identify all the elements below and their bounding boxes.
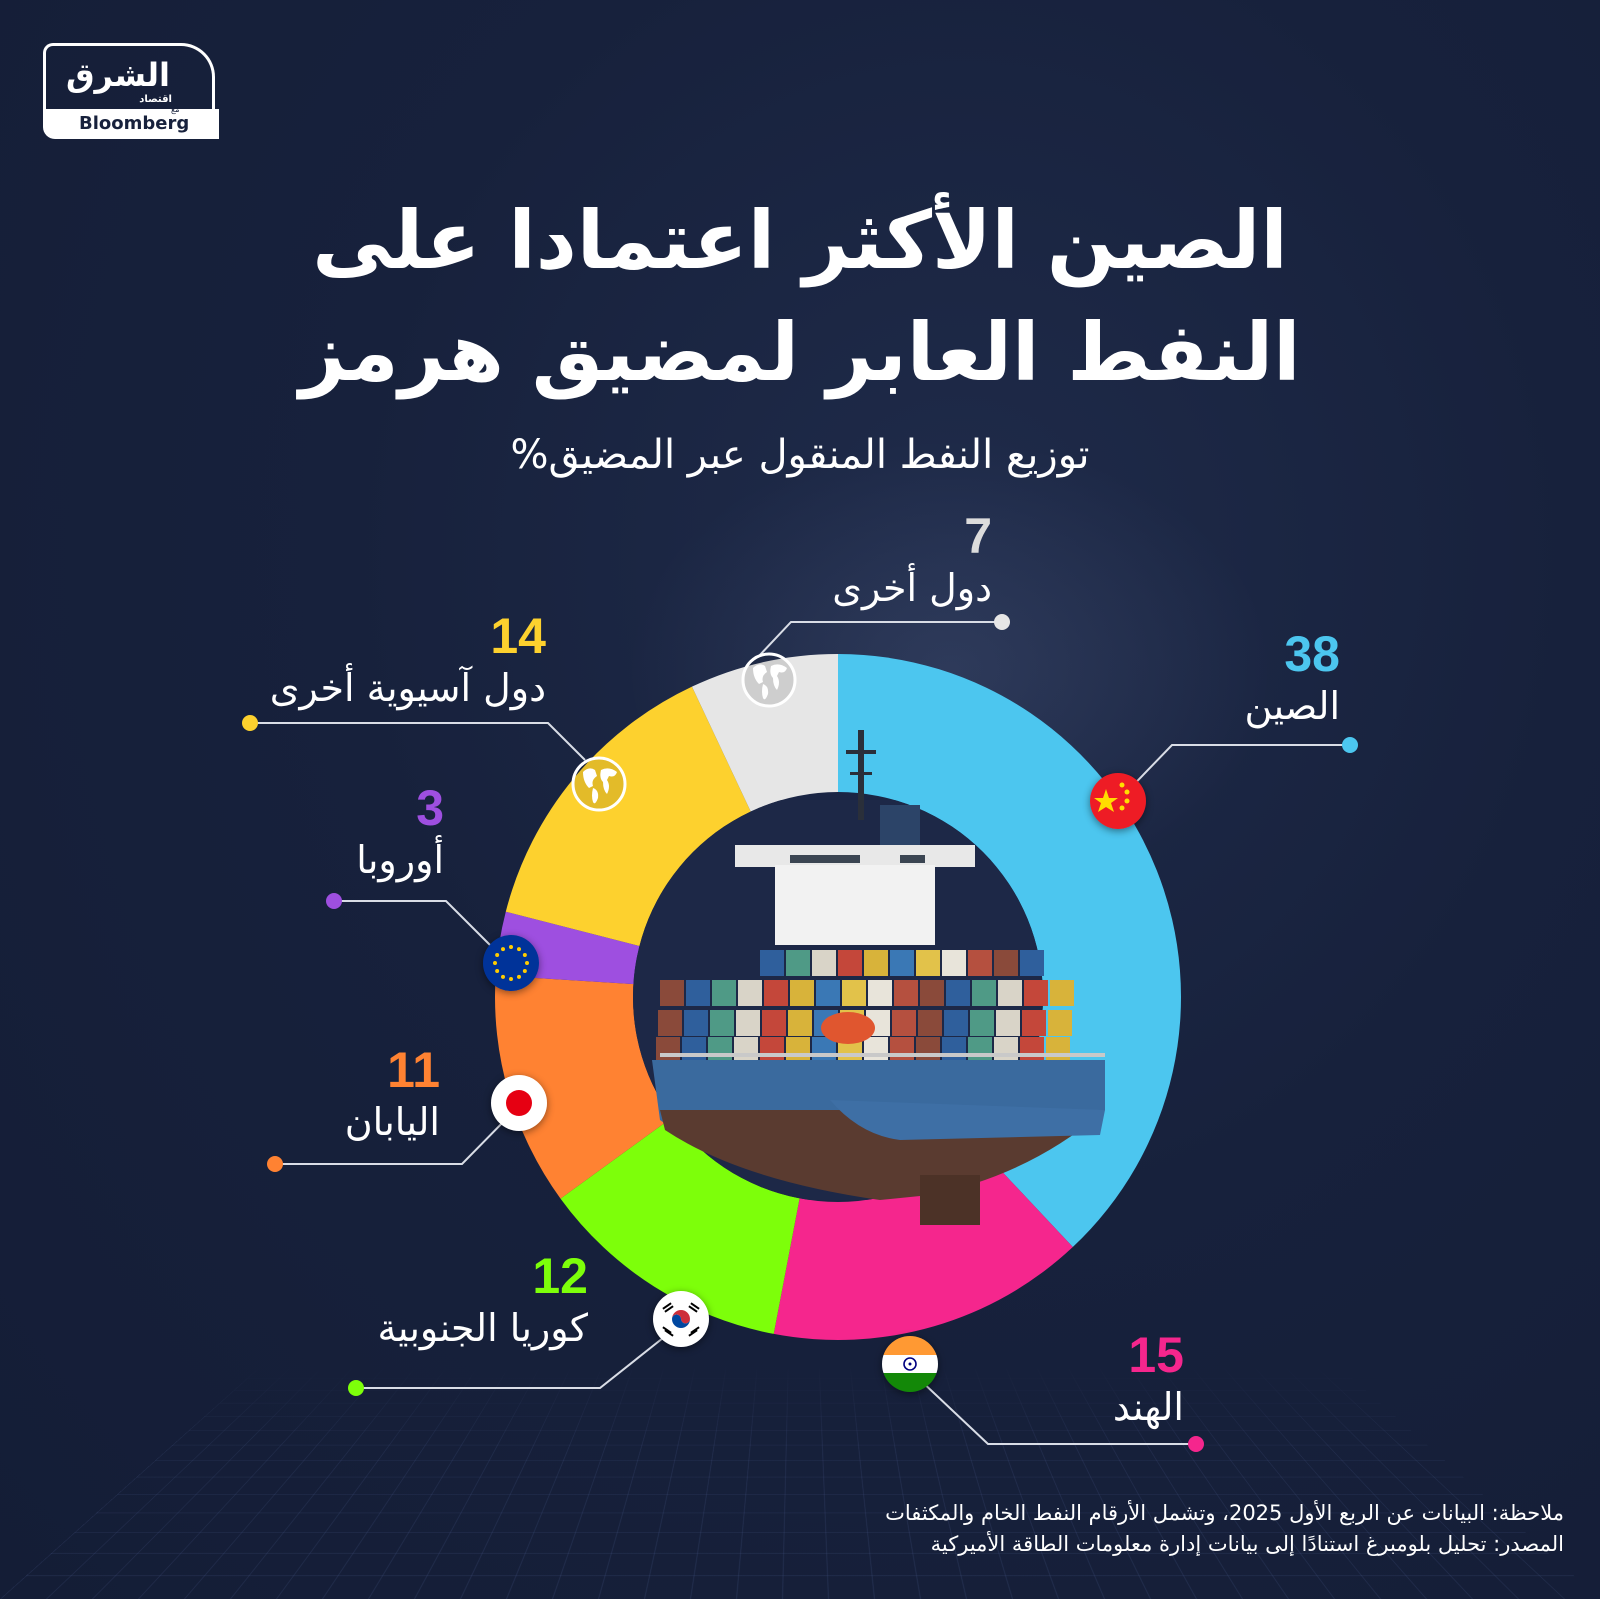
- value-other-asian: 14: [270, 608, 546, 664]
- name-china: الصين: [1245, 682, 1340, 730]
- value-india: 15: [1113, 1327, 1184, 1383]
- leader-line: [758, 622, 1002, 657]
- leader-dot: [1188, 1436, 1204, 1452]
- label-india: 15 الهند: [1113, 1327, 1184, 1431]
- leader-dot: [348, 1380, 364, 1396]
- leader-dot: [242, 715, 258, 731]
- leader-dot: [267, 1156, 283, 1172]
- name-other-asian: دول آسيوية أخرى: [270, 664, 546, 712]
- footnote: ملاحظة: البيانات عن الربع الأول 2025، وت…: [885, 1498, 1564, 1529]
- name-others: دول أخرى: [832, 564, 992, 612]
- value-china: 38: [1245, 626, 1340, 682]
- value-japan: 11: [345, 1042, 440, 1098]
- globe-icon-other-asian: [571, 756, 627, 812]
- leader-dot: [326, 893, 342, 909]
- label-other-asian: 14 دول آسيوية أخرى: [270, 608, 546, 712]
- leader-dot: [994, 614, 1010, 630]
- name-south-korea: كوريا الجنوبية: [378, 1304, 588, 1352]
- value-europe: 3: [356, 780, 444, 836]
- value-south-korea: 12: [378, 1248, 588, 1304]
- flag-japan-icon: [491, 1075, 547, 1131]
- donut-chart: [0, 0, 1600, 1599]
- name-india: الهند: [1113, 1383, 1184, 1431]
- label-south-korea: 12 كوريا الجنوبية: [378, 1248, 588, 1352]
- leader-line: [250, 723, 585, 760]
- flag-china-icon: [1090, 773, 1146, 829]
- name-europe: أوروبا: [356, 836, 444, 884]
- leader-line: [1119, 745, 1350, 800]
- label-china: 38 الصين: [1245, 626, 1340, 730]
- flag-south-korea-icon: [653, 1291, 709, 1347]
- flag-eu-icon: [483, 935, 539, 991]
- value-others: 7: [832, 508, 992, 564]
- label-europe: 3 أوروبا: [356, 780, 444, 884]
- globe-icon-others: [741, 652, 797, 708]
- leader-line: [334, 901, 495, 950]
- leader-dot: [1342, 737, 1358, 753]
- name-japan: اليابان: [345, 1098, 440, 1146]
- flag-india-icon: [882, 1336, 938, 1392]
- label-others: 7 دول أخرى: [832, 508, 992, 612]
- label-japan: 11 اليابان: [345, 1042, 440, 1146]
- footer-notes: ملاحظة: البيانات عن الربع الأول 2025، وت…: [885, 1498, 1564, 1560]
- source-note: المصدر: تحليل بلومبرغ استنادًا إلى بيانا…: [885, 1529, 1564, 1560]
